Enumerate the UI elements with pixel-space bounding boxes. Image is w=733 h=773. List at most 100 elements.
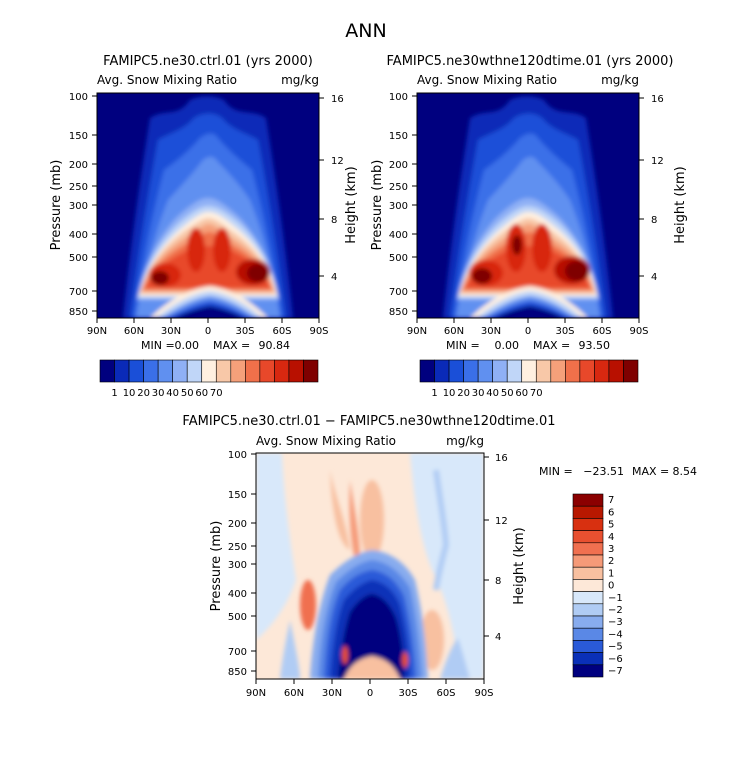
- colorbar-label: 10: [443, 388, 456, 399]
- panel-diff-max-label: MAX =: [632, 465, 669, 478]
- colorbar-swatch: [288, 359, 304, 383]
- x-tick-label: 60S: [436, 688, 455, 699]
- panel-exp-max-value: 93.50: [579, 339, 611, 352]
- panel-diff-ylabel: Pressure (mb): [209, 521, 224, 612]
- y-tick-label: 850: [69, 307, 88, 318]
- y-tick-label: 500: [389, 253, 408, 264]
- colorbar-label: 4: [608, 532, 614, 543]
- colorbar-label: 5: [608, 520, 614, 531]
- x-tick-label: 90S: [629, 326, 648, 337]
- panel-diff-min-label: MIN =: [539, 465, 573, 478]
- colorbar-swatch: [230, 359, 246, 383]
- colorbar-swatch: [419, 359, 435, 383]
- colorbar-label: 70: [530, 388, 543, 399]
- height-tick-label: 8: [651, 215, 657, 226]
- colorbar-swatch: [572, 493, 604, 507]
- colorbar-swatch: [572, 652, 604, 666]
- colorbar-label: 0: [608, 581, 614, 592]
- colorbar-label: 20: [457, 388, 470, 399]
- colorbar-swatch: [594, 359, 610, 383]
- panel-diff: FAMIPC5.ne30.ctrl.01 − FAMIPC5.ne30wthne…: [182, 414, 697, 699]
- panel-exp-min-value: 0.00: [495, 339, 520, 352]
- colorbar-swatch: [492, 359, 508, 383]
- x-tick-label: 30N: [481, 326, 501, 337]
- panel-diff-title: FAMIPC5.ne30.ctrl.01 − FAMIPC5.ne30wthne…: [182, 414, 555, 429]
- colorbar-swatch: [579, 359, 595, 383]
- colorbar-label: −7: [608, 666, 623, 677]
- colorbar-label: 30: [152, 388, 165, 399]
- y-tick-label: 700: [228, 647, 247, 658]
- x-tick-label: 30N: [322, 688, 342, 699]
- colorbar-label: 2: [608, 556, 614, 567]
- x-tick-label: 90N: [407, 326, 427, 337]
- panel-diff-ylabel-right: Height (km): [512, 527, 527, 604]
- panel-exp-min-label: MIN =: [446, 339, 480, 352]
- panel-ctrl-x-ticks: 90N 60N 30N 0 30S 60S 90S: [87, 318, 329, 337]
- y-tick-label: 250: [389, 182, 408, 193]
- y-tick-label: 200: [389, 160, 408, 171]
- y-tick-label: 700: [389, 287, 408, 298]
- x-tick-label: 30S: [235, 326, 254, 337]
- height-tick-label: 8: [495, 576, 501, 587]
- colorbar-swatch: [608, 359, 624, 383]
- colorbar-label: 30: [472, 388, 485, 399]
- panel-ctrl-variable: Avg. Snow Mixing Ratio: [97, 73, 237, 87]
- colorbar-swatch: [215, 359, 232, 383]
- colorbar-swatch: [572, 603, 604, 617]
- colorbar-swatch: [572, 591, 604, 605]
- colorbar-label: 6: [608, 507, 614, 518]
- y-tick-label: 150: [228, 490, 247, 501]
- colorbar-swatch: [506, 359, 523, 383]
- panel-exp-title: FAMIPC5.ne30wthne120dtime.01 (yrs 2000): [387, 54, 674, 69]
- height-tick-label: 4: [331, 272, 337, 283]
- panel-exp-ylabel: Pressure (mb): [370, 160, 385, 251]
- panel-ctrl-max-label: MAX =: [213, 339, 250, 352]
- colorbar-swatch: [572, 566, 604, 580]
- panel-diff-right-ticks: 16 12 8 4: [484, 453, 508, 643]
- y-tick-label: 250: [228, 542, 247, 553]
- colorbar-label: 10: [123, 388, 136, 399]
- panel-ctrl-ylabel-right: Height (km): [344, 166, 359, 243]
- colorbar-swatch: [572, 505, 604, 519]
- panel-exp-units: mg/kg: [601, 73, 639, 87]
- y-tick-label: 300: [69, 201, 88, 212]
- height-tick-label: 12: [331, 156, 344, 167]
- colorbar-swatch: [572, 554, 604, 568]
- panel-ctrl-colorbar: 1 10 20 30 40 50 60 70: [99, 359, 319, 399]
- panel-diff-variable: Avg. Snow Mixing Ratio: [256, 434, 396, 448]
- panel-ctrl-title: FAMIPC5.ne30.ctrl.01 (yrs 2000): [103, 54, 313, 69]
- colorbar-swatch: [99, 359, 115, 383]
- colorbar-swatch: [535, 359, 552, 383]
- y-tick-label: 300: [228, 560, 247, 571]
- y-tick-label: 400: [228, 589, 247, 600]
- colorbar-swatch: [572, 640, 604, 653]
- colorbar-swatch: [477, 359, 493, 383]
- colorbar-label: 40: [486, 388, 499, 399]
- colorbar-swatch: [259, 359, 275, 383]
- colorbar-label: −2: [608, 605, 623, 616]
- colorbar-swatch: [565, 359, 581, 383]
- figure-title: ANN: [345, 20, 386, 42]
- x-tick-label: 60N: [444, 326, 464, 337]
- panel-exp-y-ticks: 100 150 200 250 300 400 500 700 850: [389, 92, 417, 318]
- colorbar-label: −4: [608, 629, 623, 640]
- panel-ctrl-min-value: 0.00: [175, 339, 200, 352]
- colorbar-swatch: [245, 359, 261, 383]
- colorbar-swatch: [572, 664, 604, 678]
- height-tick-label: 16: [651, 94, 664, 105]
- y-tick-label: 400: [69, 230, 88, 241]
- panel-exp-colorbar: 1 10 20 30 40 50 60 70: [419, 359, 639, 399]
- colorbar-label: −1: [608, 593, 623, 604]
- colorbar-label: 50: [501, 388, 514, 399]
- panel-ctrl-right-ticks: 16 12 8 4: [319, 94, 344, 283]
- x-tick-label: 90N: [246, 688, 266, 699]
- colorbar-swatch: [128, 359, 144, 383]
- colorbar-swatch: [172, 359, 188, 383]
- panel-exp-ylabel-right: Height (km): [673, 166, 688, 243]
- colorbar-label: 70: [210, 388, 223, 399]
- panel-diff-min-value: −23.51: [583, 465, 624, 478]
- panel-exp: FAMIPC5.ne30wthne120dtime.01 (yrs 2000) …: [370, 54, 688, 399]
- y-tick-label: 100: [389, 92, 408, 103]
- panel-diff-y-ticks: 100 150 200 250 300 400 500 700 850: [228, 450, 256, 678]
